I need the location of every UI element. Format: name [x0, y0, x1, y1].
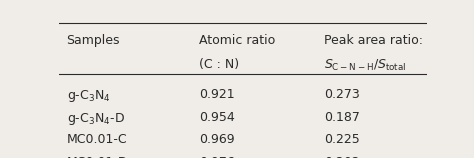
Text: 0.225: 0.225 — [324, 133, 359, 146]
Text: 0.976: 0.976 — [199, 156, 235, 158]
Text: Atomic ratio: Atomic ratio — [199, 33, 275, 47]
Text: 0.969: 0.969 — [199, 133, 235, 146]
Text: 0.187: 0.187 — [324, 111, 360, 124]
Text: MC0.01-C: MC0.01-C — [66, 133, 127, 146]
Text: Peak area ratio:: Peak area ratio: — [324, 33, 423, 47]
Text: g-C$_3$N$_4$-D: g-C$_3$N$_4$-D — [66, 111, 125, 127]
Text: 0.273: 0.273 — [324, 88, 359, 101]
Text: 0.921: 0.921 — [199, 88, 235, 101]
Text: MC0.01-D: MC0.01-D — [66, 156, 128, 158]
Text: g-C$_3$N$_4$: g-C$_3$N$_4$ — [66, 88, 110, 104]
Text: 0.202: 0.202 — [324, 156, 359, 158]
Text: Samples: Samples — [66, 33, 120, 47]
Text: $S_{\rm C-N-H}/S_{\rm total}$: $S_{\rm C-N-H}/S_{\rm total}$ — [324, 58, 406, 73]
Text: (C : N): (C : N) — [199, 58, 239, 71]
Text: 0.954: 0.954 — [199, 111, 235, 124]
